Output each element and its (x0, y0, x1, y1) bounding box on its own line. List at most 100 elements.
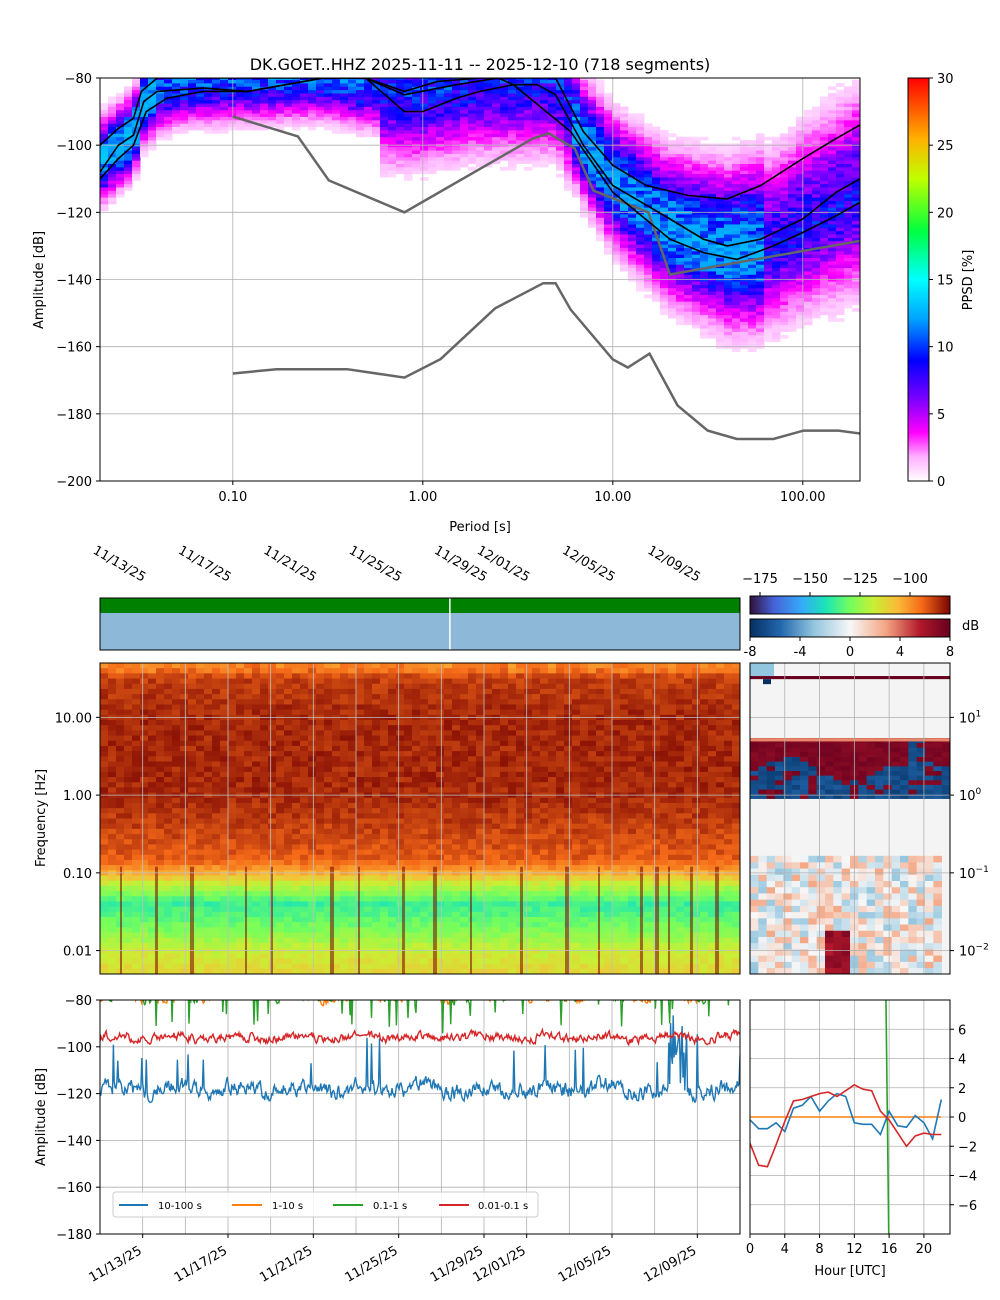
ppsd-density-cell (468, 153, 477, 158)
ppsd-density-cell (660, 150, 669, 154)
spectrogram-cell (572, 678, 581, 685)
ppsd-density-cell (788, 284, 797, 289)
ppsd-density-cell (484, 156, 493, 161)
ppsd-density-cell (700, 173, 709, 178)
ppsd-density-cell (836, 220, 845, 225)
ppsd-density-cell (332, 123, 341, 128)
ppsd-density-cell (644, 250, 653, 255)
ppsd-density-cell (308, 93, 317, 97)
ppsd-density-cell (588, 150, 597, 154)
ppsd-density-cell (108, 146, 117, 151)
ppsd-density-cell (116, 109, 125, 114)
ppsd-density-cell (548, 106, 557, 111)
spectrogram-cell (300, 720, 309, 726)
spectrogram-cell (500, 699, 509, 706)
ppsd-density-cell (412, 93, 421, 97)
ppsd-density-cell (564, 136, 573, 141)
ppsd-density-cell (116, 103, 125, 107)
ppsd-density-cell (676, 304, 685, 309)
ppsd-density-cell (652, 284, 661, 289)
ppsd-density-cell (604, 187, 613, 191)
ppsd-density-cell (796, 123, 805, 128)
ppsd-density-cell (228, 86, 237, 91)
ppsd-density-cell (284, 79, 293, 84)
ppsd-density-cell (620, 123, 629, 128)
ppsd-density-cell (588, 220, 597, 225)
spectrogram-cell (660, 720, 669, 726)
ppsd-density-cell (692, 203, 701, 208)
spectrogram-cell (732, 720, 740, 726)
ppsd-density-cell (676, 287, 685, 292)
ppsd-density-cell (252, 113, 261, 117)
spectrogram-cell (564, 751, 573, 757)
ppsd-density-cell (708, 234, 717, 238)
ppsd-density-cell (732, 334, 741, 339)
ppsd-density-cell (812, 156, 821, 161)
availability-data-bar (100, 598, 740, 613)
ppsd-density-cell (628, 267, 637, 272)
spectrogram-cell (108, 745, 117, 752)
spectrogram-cell (436, 673, 445, 680)
ppsd-density-cell (676, 301, 685, 306)
ppsd-density-cell (508, 133, 517, 138)
ppsd-density-cell (820, 109, 829, 114)
ppsd-density-cell (236, 78, 245, 81)
ppsd-density-cell (828, 264, 837, 269)
spectrogram-cell (724, 704, 733, 711)
spectrogram-cell (316, 673, 325, 680)
ppsd-density-cell (812, 190, 821, 195)
ppsd-density-cell (572, 146, 581, 151)
ppsd-density-cell (692, 244, 701, 248)
ppsd-density-cell (364, 130, 373, 134)
ppsd-density-cell (172, 83, 181, 87)
spectrogram-cell (500, 704, 509, 711)
ppsd-density-cell (748, 220, 757, 225)
ppsd-density-cell (772, 240, 781, 245)
spectrogram-cell (300, 730, 309, 737)
ppsd-density-cell (124, 170, 133, 175)
spectrogram-cell (564, 694, 573, 700)
ppsd-density-cell (156, 93, 165, 97)
ppsd-density-cell (188, 103, 197, 107)
ppsd-density-cell (612, 140, 621, 144)
ppsd-density-cell (676, 244, 685, 248)
ppsd-density-cell (252, 89, 261, 94)
ppsd-density-cell (396, 166, 405, 171)
ppsd-density-cell (724, 237, 733, 242)
ppsd-density-cell (388, 89, 397, 94)
ppsd-density-cell (628, 247, 637, 252)
ppsd-density-cell (740, 328, 749, 332)
spectrogram-cell (364, 668, 373, 674)
ppsd-density-cell (732, 318, 741, 322)
ppsd-density-cell (316, 119, 325, 124)
ppsd-density-cell (780, 214, 789, 218)
spectrogram-cell (284, 673, 293, 680)
ppsd-density-cell (836, 93, 845, 97)
ppsd-density-cell (788, 160, 797, 164)
spectrogram-cell (316, 704, 325, 711)
ppsd-density-cell (636, 267, 645, 272)
spectrogram-cell (324, 673, 333, 680)
ppsd-density-cell (556, 140, 565, 144)
ppsd-density-cell (844, 200, 853, 205)
ppsd-density-cell (772, 170, 781, 175)
ppsd-density-cell (532, 130, 541, 134)
spectrogram-cell (404, 694, 413, 700)
ppsd-density-cell (516, 126, 525, 131)
ppsd-density-cell (732, 264, 741, 269)
ppsd-density-cell (180, 78, 189, 81)
spectrogram-cell (652, 678, 661, 685)
spectrogram-cell (548, 704, 557, 711)
ppsd-density-cell (660, 274, 669, 279)
ppsd-density-cell (852, 308, 860, 312)
spectrogram-cell (148, 668, 157, 674)
ppsd-density-cell (252, 106, 261, 111)
ppsd-density-cell (684, 180, 693, 185)
ppsd-density-cell (780, 257, 789, 262)
spectrogram-cell (540, 683, 549, 690)
spectrogram-cell (460, 694, 469, 700)
spectrogram-cell (484, 720, 493, 726)
spectrogram-cell (508, 663, 517, 669)
ppsd-density-cell (820, 207, 829, 211)
spectrogram-cell (644, 663, 653, 669)
